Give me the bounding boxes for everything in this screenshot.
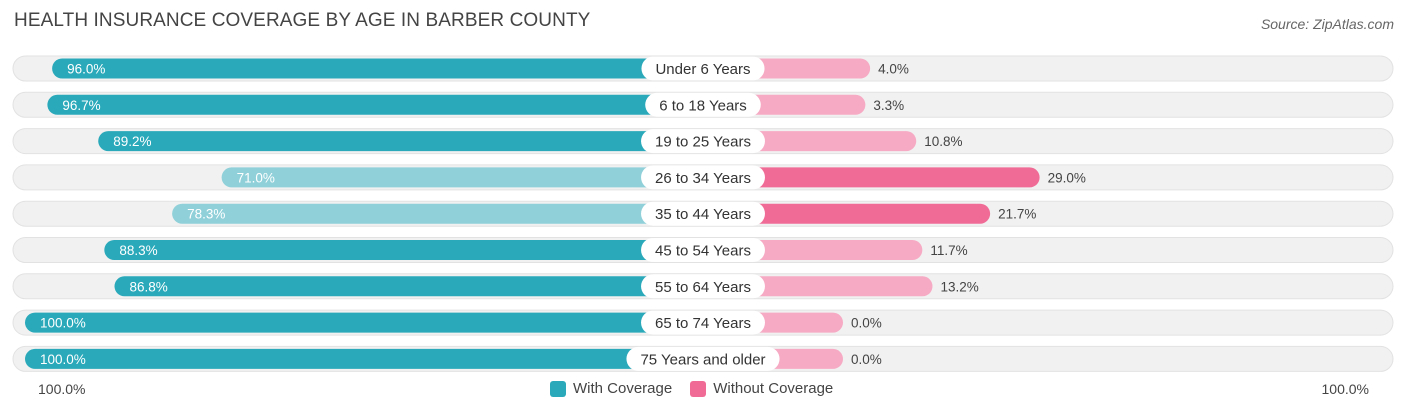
category-pill: [641, 201, 765, 226]
category-label: 26 to 34 Years: [655, 170, 751, 187]
category-pill: [641, 310, 765, 335]
value-label-with: 89.2%: [113, 134, 151, 149]
category-pill: [626, 346, 780, 371]
bar-without-coverage: [703, 167, 1040, 188]
value-label-without: 29.0%: [1048, 170, 1086, 185]
value-label-without: 0.0%: [851, 316, 882, 331]
value-label-without: 11.7%: [930, 243, 967, 258]
value-label-with: 96.0%: [67, 62, 105, 77]
category-label: 6 to 18 Years: [659, 97, 747, 114]
category-pill: [645, 92, 761, 117]
value-label-with: 100.0%: [40, 316, 86, 331]
legend-label-without: Without Coverage: [713, 380, 834, 397]
bar-with-coverage: [98, 131, 703, 152]
value-label-with: 96.7%: [62, 98, 100, 113]
category-label: 65 to 74 Years: [655, 315, 751, 332]
value-label-without: 4.0%: [878, 62, 909, 77]
bar-with-coverage: [25, 348, 703, 369]
bar-with-coverage: [104, 240, 704, 260]
category-pill: [641, 274, 765, 299]
category-label: 35 to 44 Years: [655, 206, 751, 223]
axis-right-label: 100.0%: [1321, 381, 1369, 397]
legend-item-with-coverage[interactable]: With Coverage: [550, 380, 672, 397]
legend: With Coverage Without Coverage: [550, 380, 851, 397]
legend-swatch-without: [690, 380, 707, 397]
category-label: 19 to 25 Years: [655, 134, 751, 151]
chart-canvas: 96.0% 4.0% Under 6 Years 96.7% 3.3% 6 to 18 Y…: [12, 55, 1394, 372]
bar-with-coverage: [114, 276, 704, 297]
category-label: 75 Years and older: [640, 351, 765, 368]
legend-label-with: With Coverage: [573, 380, 673, 397]
value-label-with: 86.8%: [129, 279, 167, 294]
bar-with-coverage: [25, 312, 703, 333]
value-label-with: 100.0%: [40, 352, 86, 367]
category-label: Under 6 Years: [655, 61, 750, 78]
category-pill: [641, 165, 765, 190]
category-pill: [641, 56, 765, 81]
value-label-with: 88.3%: [119, 243, 157, 258]
value-label-without: 13.2%: [940, 279, 978, 294]
value-label-with: 78.3%: [187, 207, 225, 222]
category-pill: [641, 129, 765, 154]
category-label: 55 to 64 Years: [655, 279, 751, 296]
bar-without-coverage: [703, 203, 991, 224]
category-label: 45 to 54 Years: [655, 243, 751, 260]
value-label-with: 71.0%: [237, 170, 275, 185]
bar-with-coverage: [221, 167, 703, 188]
value-label-without: 21.7%: [998, 207, 1036, 222]
chart-title: HEALTH INSURANCE COVERAGE BY AGE IN BARB…: [14, 10, 591, 31]
axis-left-label: 100.0%: [38, 381, 86, 397]
value-label-without: 0.0%: [851, 352, 882, 367]
value-label-without: 10.8%: [924, 134, 962, 149]
legend-swatch-with: [550, 380, 566, 397]
bar-with-coverage: [172, 203, 704, 224]
category-pill: [641, 238, 765, 262]
source-label: Source: ZipAtlas.com: [1260, 16, 1394, 32]
value-label-without: 3.3%: [873, 98, 904, 113]
legend-item-without-coverage[interactable]: Without Coverage: [690, 380, 833, 397]
bar-with-coverage: [47, 94, 703, 115]
bar-with-coverage: [52, 58, 704, 79]
